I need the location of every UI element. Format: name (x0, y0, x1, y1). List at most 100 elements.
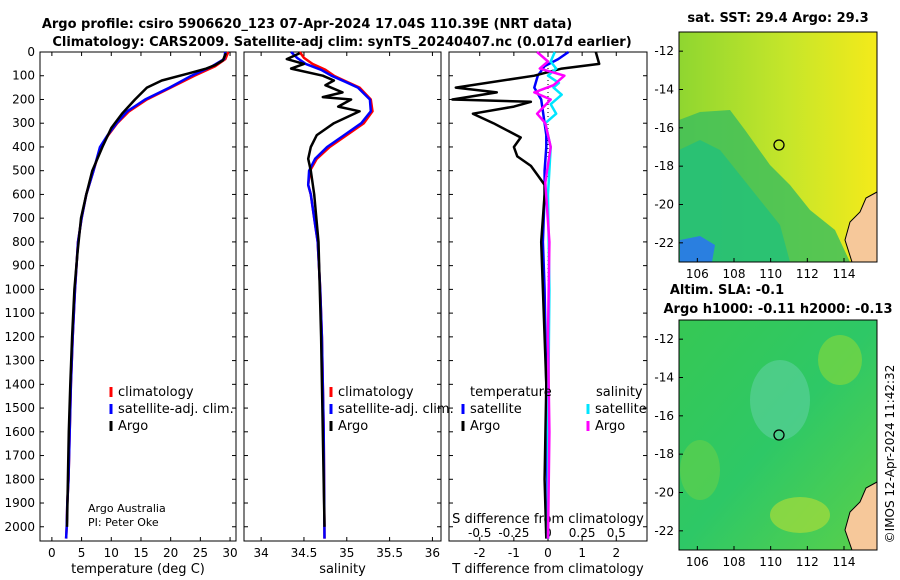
x-axis-label: salinity (319, 562, 366, 577)
x-tick-label: 25 (193, 546, 208, 560)
s-tick-label: -0.5 (468, 526, 491, 540)
s-tick-label: 0.5 (607, 526, 626, 540)
map-y-tick-label: -22 (654, 236, 674, 250)
y-tick-label: 1500 (4, 401, 35, 415)
x-tick-label: 34 (253, 546, 268, 560)
x-tick-label: 0 (48, 546, 56, 560)
plot-frame (243, 51, 442, 542)
x-axis-label: T difference from climatology (451, 562, 644, 577)
x-tick-label: 35.5 (376, 546, 403, 560)
map-x-tick-label: 106 (686, 267, 709, 281)
plot-frame (39, 51, 237, 542)
x-tick-label: 15 (133, 546, 148, 560)
y-tick-label: 2000 (4, 520, 35, 534)
map-x-tick-label: 110 (759, 555, 782, 569)
y-tick-label: 900 (12, 259, 35, 273)
map-x-tick-label: 108 (723, 267, 746, 281)
title-line-2: Climatology: CARS2009. Satellite-adj cli… (52, 35, 631, 50)
legend-climatology: climatology (338, 385, 414, 400)
sla-argo-marker (773, 429, 785, 441)
sla-low-anomaly (750, 360, 810, 440)
salinity-panel: 34 34.5 35 35.5 36 salinity (243, 51, 442, 577)
credit-line-1: Argo Australia (88, 502, 166, 515)
x-tick-label: -1 (508, 546, 520, 560)
difference-legend: temperature salinity satellite Argo sate… (461, 385, 647, 434)
y-tick-label: 800 (12, 235, 35, 249)
legend-climatology: climatology (118, 385, 194, 400)
x-tick-label: 2 (612, 546, 620, 560)
legend-temperature-header: temperature (470, 385, 552, 400)
map-y-tick-label: -12 (654, 44, 674, 58)
map-y-tick-label: -22 (654, 524, 674, 538)
map-x-tick-label: 114 (833, 555, 856, 569)
x-tick-label: 35 (339, 546, 354, 560)
map-y-tick-label: -12 (654, 332, 674, 346)
y-tick-label: 1600 (4, 425, 35, 439)
legend-s-argo: Argo (595, 419, 625, 434)
y-tick-label: 1000 (4, 282, 35, 296)
y-tick-label: 600 (12, 187, 35, 201)
y-tick-label: 400 (12, 140, 35, 154)
x-tick-label: 5 (78, 546, 86, 560)
map-y-tick-label: -20 (654, 486, 674, 500)
map-x-tick-label: 112 (796, 267, 819, 281)
credit-line-2: PI: Peter Oke (88, 516, 159, 529)
y-tick-label: 500 (12, 164, 35, 178)
legend-satellite-adj: satellite-adj. clim. (118, 402, 234, 417)
map-y-tick-label: -16 (654, 409, 674, 423)
s-tick-label: 0.25 (569, 526, 596, 540)
y-tick-label: 100 (12, 69, 35, 83)
map-y-tick-label: -14 (654, 371, 674, 385)
sst-map-panel: sat. SST: 29.4 Argo: 29.3 106 108 110 112 11… (654, 11, 878, 281)
series-line (285, 52, 361, 527)
sla-map-subtitle: Argo h1000: -0.11 h2000: -0.13 (663, 302, 892, 317)
salinity-legend: climatology satellite-adj. clim. Argo (329, 385, 454, 434)
map-y-tick-label: -14 (654, 83, 674, 97)
y-tick-label: 700 (12, 211, 35, 225)
y-tick-label: 1700 (4, 449, 35, 463)
legend-salinity-header: salinity (596, 385, 643, 400)
legend-t-satellite: satellite (470, 402, 522, 417)
y-tick-label: 1900 (4, 496, 35, 510)
difference-panel: -2 -1 0 1 2-0.5 -0.25 0 0.25 0.5S difference fro… (448, 50, 648, 577)
y-tick-label: 300 (12, 116, 35, 130)
map-y-tick-label: -16 (654, 121, 674, 135)
sst-map-frame (678, 31, 878, 263)
y-tick-label: 200 (12, 92, 35, 106)
map-x-tick-label: 114 (833, 267, 856, 281)
map-x-tick-label: 110 (759, 267, 782, 281)
sla-high-anomaly (770, 497, 830, 533)
map-x-tick-label: 112 (796, 555, 819, 569)
y-tick-label: 1300 (4, 354, 35, 368)
sla-map-title: Altim. SLA: -0.1 (670, 283, 784, 298)
legend-satellite-adj: satellite-adj. clim. (338, 402, 454, 417)
x-tick-label: 36 (425, 546, 440, 560)
legend-t-argo: Argo (470, 419, 500, 434)
sst-argo-marker (773, 139, 785, 151)
x-tick-label: 1 (578, 546, 586, 560)
temperature-legend: climatology satellite-adj. clim. Argo Ar… (88, 385, 234, 529)
sst-map-title: sat. SST: 29.4 Argo: 29.3 (687, 11, 868, 26)
map-y-tick-label: -20 (654, 198, 674, 212)
y-tick-label: 1100 (4, 306, 35, 320)
s-tick-label: -0.25 (498, 526, 529, 540)
y-tick-label: 1200 (4, 330, 35, 344)
map-y-tick-label: -18 (654, 447, 674, 461)
sla-high-anomaly (818, 335, 862, 385)
x-tick-label: 20 (163, 546, 178, 560)
x-tick-label: 34.5 (291, 546, 318, 560)
x-tick-label: -2 (474, 546, 486, 560)
series-line (451, 51, 601, 539)
map-x-tick-label: 108 (723, 555, 746, 569)
sla-map-frame (678, 319, 878, 551)
legend-argo: Argo (118, 419, 148, 434)
timestamp: ©IMOS 12-Apr-2024 11:42:32 (883, 365, 897, 544)
series-line (65, 52, 228, 527)
x-tick-label: 10 (104, 546, 119, 560)
temperature-panel: 0 100 200 300 400 500 600 700 800 900 1000 1100 1200… (4, 45, 237, 577)
map-x-tick-label: 106 (686, 555, 709, 569)
x-axis-label: temperature (deg C) (71, 562, 205, 577)
y-tick-label: 1400 (4, 377, 35, 391)
legend-s-satellite: satellite (595, 402, 647, 417)
